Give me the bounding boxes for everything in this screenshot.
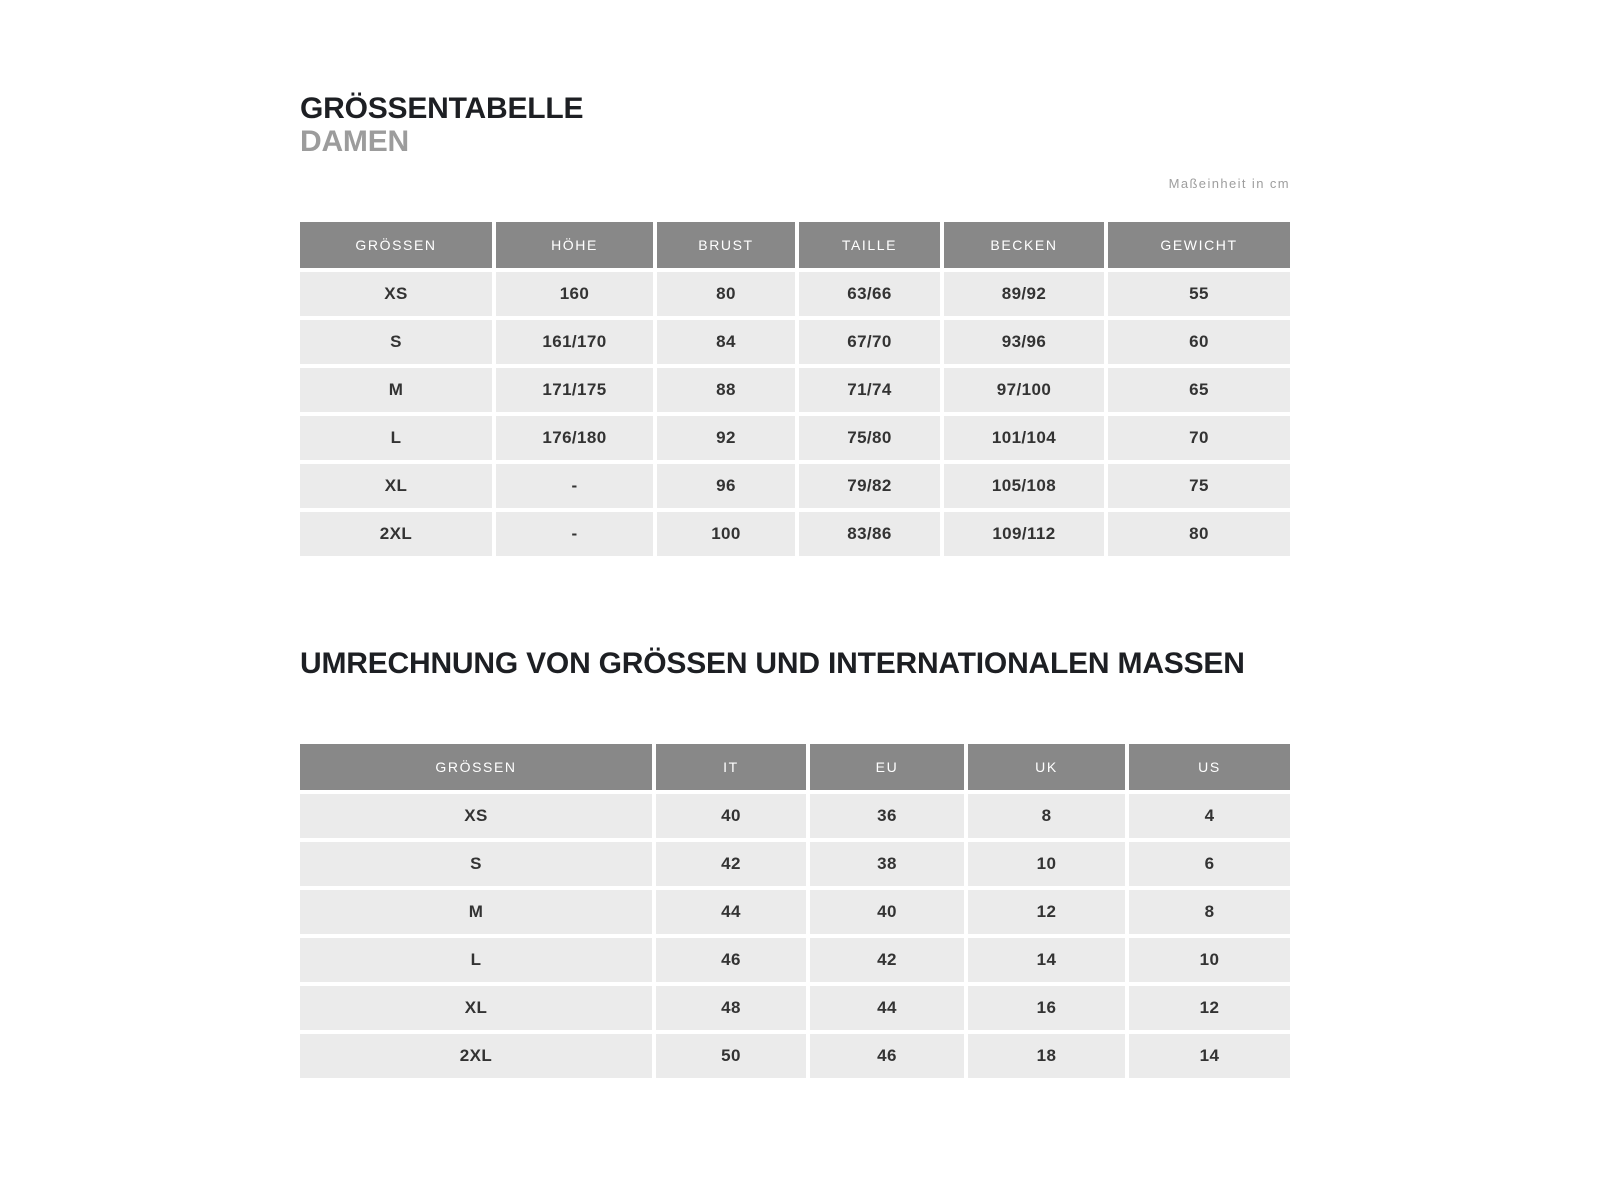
column-header-gr-ssen: GRÖSSEN	[300, 744, 652, 790]
table-cell: 12	[968, 890, 1125, 934]
table-cell: 97/100	[944, 368, 1104, 412]
column-header-it: IT	[656, 744, 806, 790]
table-cell: 10	[968, 842, 1125, 886]
table-cell: 160	[496, 272, 653, 316]
page-title: GRÖSSENTABELLE	[300, 92, 584, 125]
table-cell: 36	[810, 794, 964, 838]
table-cell: 4	[1129, 794, 1290, 838]
table-cell: 10	[1129, 938, 1290, 982]
table-cell: 8	[968, 794, 1125, 838]
table-cell: 105/108	[944, 464, 1104, 508]
table-cell: 50	[656, 1034, 806, 1078]
table-cell: 55	[1108, 272, 1290, 316]
table-cell: -	[496, 464, 653, 508]
table-cell: 8	[1129, 890, 1290, 934]
size-label-cell: XL	[300, 986, 652, 1030]
table-cell: 14	[1129, 1034, 1290, 1078]
table-cell: 80	[1108, 512, 1290, 556]
table-cell: 48	[656, 986, 806, 1030]
size-label-cell: L	[300, 938, 652, 982]
table-cell: 101/104	[944, 416, 1104, 460]
table-cell: 176/180	[496, 416, 653, 460]
table-cell: 75	[1108, 464, 1290, 508]
table-cell: 42	[810, 938, 964, 982]
table-cell: 46	[810, 1034, 964, 1078]
table-cell: 38	[810, 842, 964, 886]
table-cell: 42	[656, 842, 806, 886]
table-cell: 67/70	[799, 320, 940, 364]
column-header-h-he: HÖHE	[496, 222, 653, 268]
table-cell: 84	[657, 320, 795, 364]
column-header-gewicht: GEWICHT	[1108, 222, 1290, 268]
size-label-cell: XS	[300, 272, 492, 316]
column-header-gr-ssen: GRÖSSEN	[300, 222, 492, 268]
table-cell: 40	[656, 794, 806, 838]
size-label-cell: M	[300, 368, 492, 412]
table-cell: 96	[657, 464, 795, 508]
size-label-cell: M	[300, 890, 652, 934]
conversion-section-title: UMRECHNUNG VON GRÖSSEN UND INTERNATIONAL…	[300, 647, 1245, 680]
table-cell: 12	[1129, 986, 1290, 1030]
table-cell: 63/66	[799, 272, 940, 316]
conversion-table: GRÖSSEN IT EU UK US XS 40 36 8 4 S 42 38 10 6 M 44 40 12 8 L…	[300, 744, 1290, 1078]
table-cell: 89/92	[944, 272, 1104, 316]
table-cell: 6	[1129, 842, 1290, 886]
table-cell: 40	[810, 890, 964, 934]
table-cell: 80	[657, 272, 795, 316]
column-header-us: US	[1129, 744, 1290, 790]
table-cell: 79/82	[799, 464, 940, 508]
table-cell: 100	[657, 512, 795, 556]
table-cell: 109/112	[944, 512, 1104, 556]
size-label-cell: L	[300, 416, 492, 460]
column-header-becken: BECKEN	[944, 222, 1104, 268]
table-cell: 161/170	[496, 320, 653, 364]
table-cell: -	[496, 512, 653, 556]
table-cell: 171/175	[496, 368, 653, 412]
table-cell: 14	[968, 938, 1125, 982]
table-cell: 44	[810, 986, 964, 1030]
table-cell: 83/86	[799, 512, 940, 556]
page-subtitle: DAMEN	[300, 125, 409, 158]
unit-note: Maßeinheit in cm	[1168, 176, 1290, 191]
size-label-cell: S	[300, 842, 652, 886]
column-header-brust: BRUST	[657, 222, 795, 268]
size-label-cell: 2XL	[300, 1034, 652, 1078]
table-cell: 70	[1108, 416, 1290, 460]
table-cell: 92	[657, 416, 795, 460]
column-header-uk: UK	[968, 744, 1125, 790]
size-label-cell: XS	[300, 794, 652, 838]
size-label-cell: XL	[300, 464, 492, 508]
table-cell: 46	[656, 938, 806, 982]
table-cell: 71/74	[799, 368, 940, 412]
table-cell: 18	[968, 1034, 1125, 1078]
column-header-taille: TAILLE	[799, 222, 940, 268]
table-cell: 93/96	[944, 320, 1104, 364]
size-label-cell: S	[300, 320, 492, 364]
table-cell: 75/80	[799, 416, 940, 460]
table-cell: 44	[656, 890, 806, 934]
title-block: GRÖSSENTABELLE DAMEN	[300, 92, 584, 158]
column-header-eu: EU	[810, 744, 964, 790]
size-label-cell: 2XL	[300, 512, 492, 556]
table-cell: 16	[968, 986, 1125, 1030]
size-table: GRÖSSEN HÖHE BRUST TAILLE BECKEN GEWICHT XS 160…	[300, 222, 1290, 556]
table-cell: 60	[1108, 320, 1290, 364]
table-cell: 65	[1108, 368, 1290, 412]
table-cell: 88	[657, 368, 795, 412]
